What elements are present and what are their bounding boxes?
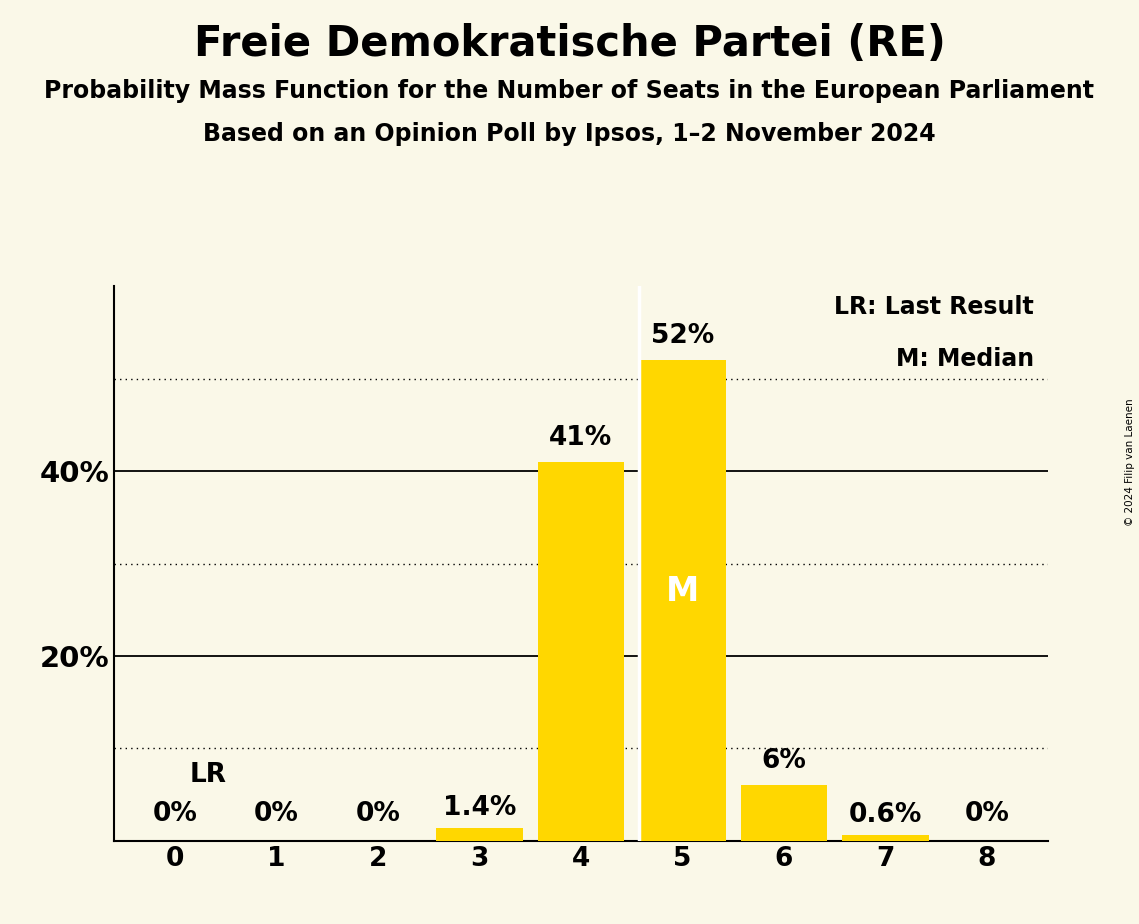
Text: Freie Demokratische Partei (RE): Freie Demokratische Partei (RE): [194, 23, 945, 65]
Text: Based on an Opinion Poll by Ipsos, 1–2 November 2024: Based on an Opinion Poll by Ipsos, 1–2 N…: [203, 122, 936, 146]
Text: 0%: 0%: [153, 801, 197, 827]
Text: 52%: 52%: [650, 323, 714, 349]
Text: M: Median: M: Median: [895, 347, 1034, 371]
Text: © 2024 Filip van Laenen: © 2024 Filip van Laenen: [1125, 398, 1134, 526]
Bar: [538, 462, 624, 841]
Bar: [740, 785, 827, 841]
Text: M: M: [666, 575, 699, 608]
Bar: [843, 835, 928, 841]
Text: 1.4%: 1.4%: [443, 795, 516, 821]
Text: 0%: 0%: [965, 801, 1009, 827]
Bar: [436, 828, 523, 841]
Text: 0.6%: 0.6%: [849, 802, 923, 828]
Text: 0%: 0%: [355, 801, 400, 827]
Text: 41%: 41%: [549, 425, 613, 451]
Text: 6%: 6%: [762, 748, 806, 774]
Text: LR: LR: [190, 762, 227, 788]
Text: 0%: 0%: [254, 801, 298, 827]
Text: Probability Mass Function for the Number of Seats in the European Parliament: Probability Mass Function for the Number…: [44, 79, 1095, 103]
Bar: [639, 360, 726, 841]
Text: LR: Last Result: LR: Last Result: [834, 295, 1034, 319]
